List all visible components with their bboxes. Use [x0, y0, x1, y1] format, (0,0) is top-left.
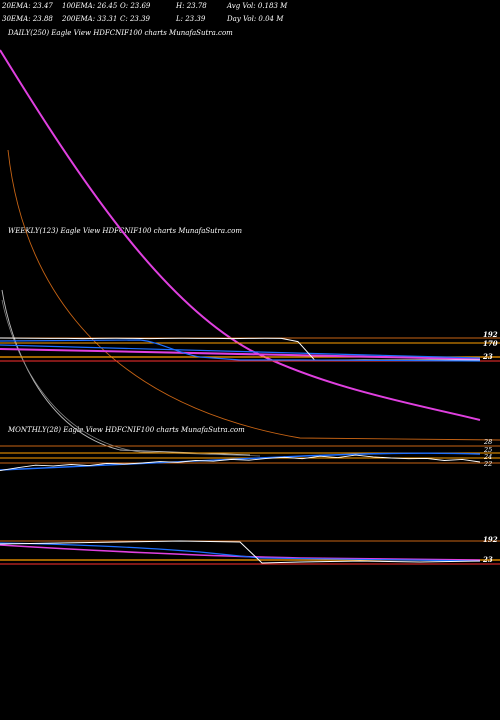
hdr-open: O: 23.69: [120, 2, 151, 10]
weekly-right-label-192: 192: [483, 330, 498, 339]
hdr-high: H: 23.78: [175, 2, 207, 10]
weekly-right-label-23: 23: [482, 352, 493, 361]
daily-panel-label: DAILY(250) Eagle View HDFCNIF100 charts …: [7, 29, 233, 37]
bottom-right-label-192: 192: [483, 535, 498, 544]
hdr-close: C: 23.39: [120, 15, 151, 23]
weekly-right-label-170: 170: [483, 339, 498, 348]
hdr-avg-vol: Avg Vol: 0.183 M: [226, 2, 288, 10]
bottom-right-label-23: 23: [482, 555, 493, 564]
monthly-panel-label: MONTHLY(28) Eagle View HDFCNIF100 charts…: [7, 426, 245, 434]
hdr-20ema: 20EMA: 23.47: [1, 2, 53, 10]
monthly-right-label-28: 28: [483, 438, 492, 446]
hdr-30ema: 30EMA: 23.88: [2, 15, 53, 23]
hdr-day-vol: Day Vol: 0.04 M: [226, 15, 284, 23]
hdr-low: L: 23.39: [175, 15, 206, 23]
hdr-200ema: 200EMA: 33.31: [61, 15, 117, 23]
hdr-100ema: 100EMA: 26.45: [62, 2, 118, 10]
monthly-right-label-22: 22: [483, 460, 492, 468]
